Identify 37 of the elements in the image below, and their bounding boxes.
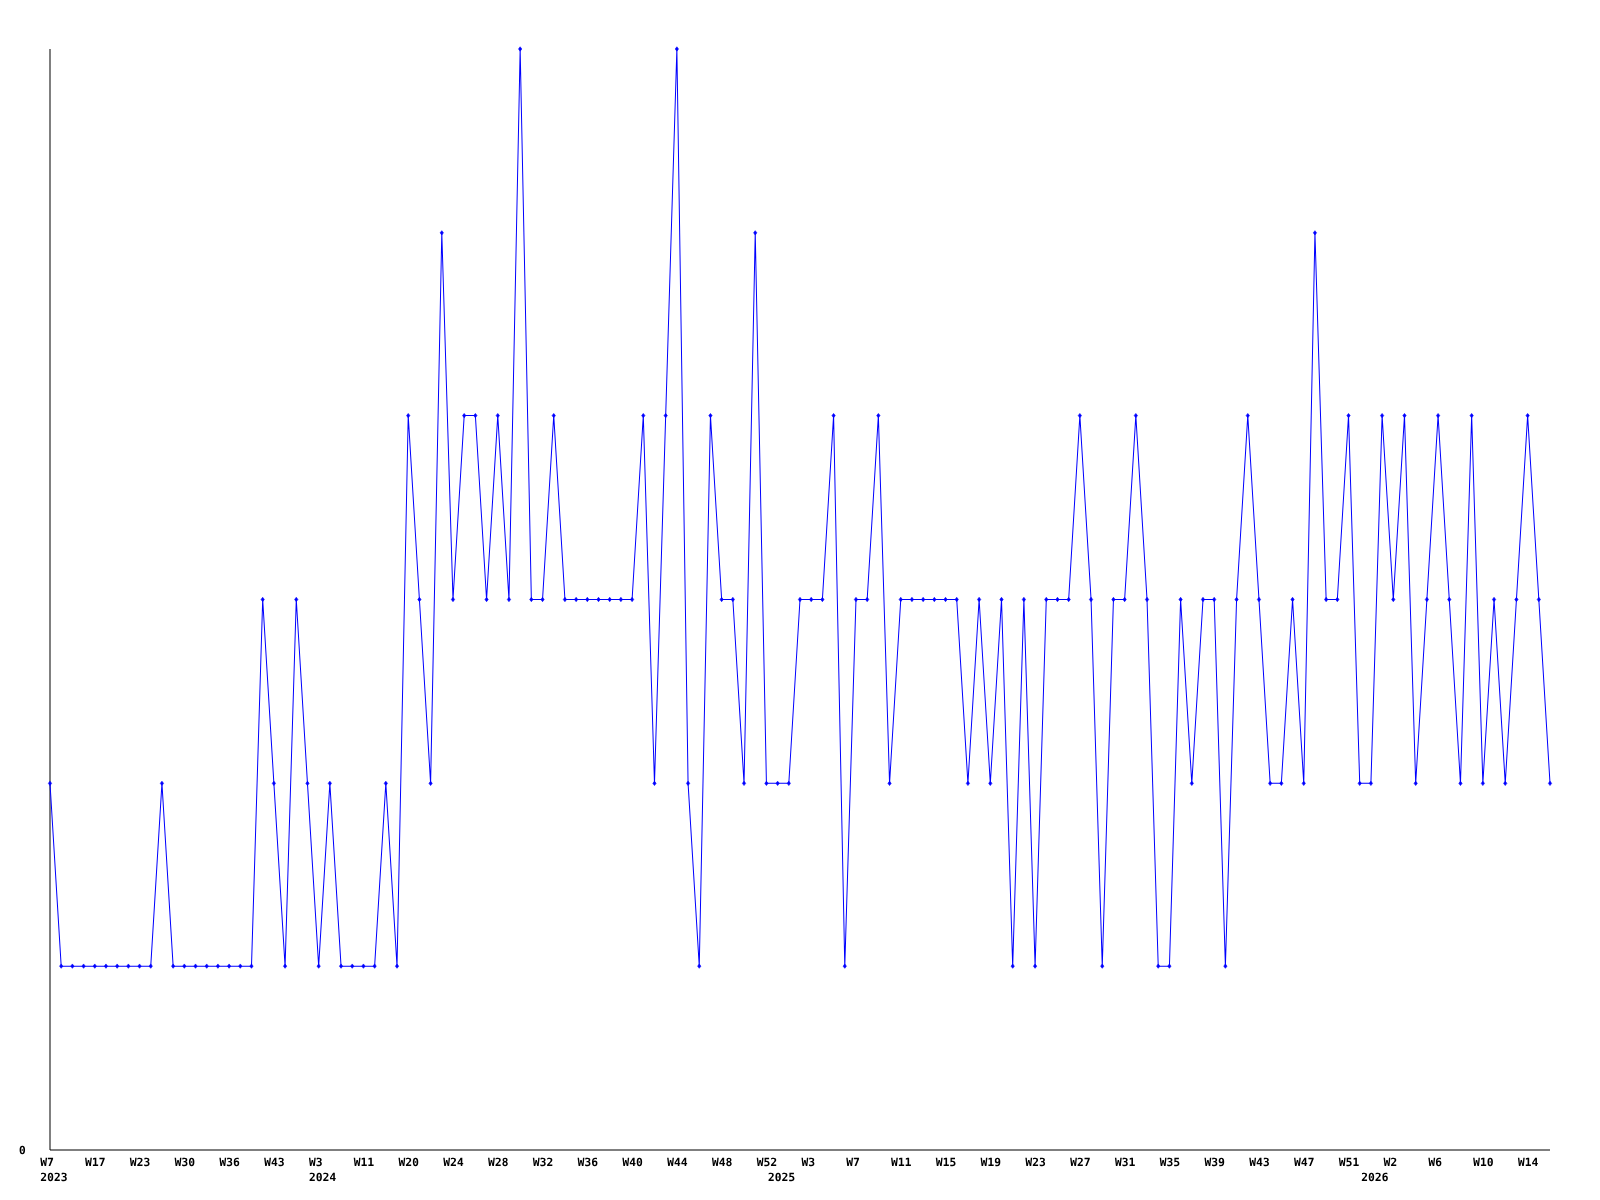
x-tick-label: W35: [1159, 1157, 1180, 1167]
x-tick-label: W24: [443, 1157, 464, 1167]
x-tick-label: W43: [264, 1157, 284, 1167]
x-tick-label: W31: [1114, 1157, 1135, 1167]
x-tick-label: W6: [1428, 1157, 1442, 1167]
x-tick-label: W43: [1249, 1157, 1269, 1167]
x-tick-label: W10: [1473, 1157, 1493, 1167]
x-tick-label: W7: [846, 1157, 860, 1167]
x-tick-label: W39: [1204, 1157, 1225, 1167]
x-tick-label: W17: [85, 1157, 105, 1167]
x-tick-label: W28: [488, 1157, 508, 1167]
x-tick-label: W51: [1338, 1157, 1359, 1167]
x-tick-label: W30: [174, 1157, 195, 1167]
x-tick-label: W36: [577, 1157, 598, 1167]
text: 0: [19, 1145, 26, 1155]
x-tick-label: W3: [801, 1157, 815, 1167]
x-tick-label: W27: [1070, 1157, 1090, 1167]
x-tick-label: W47: [1294, 1157, 1314, 1167]
x-tick-label: W15: [935, 1157, 956, 1167]
x-tick-label: W14: [1517, 1157, 1538, 1167]
x-tick-label: W20: [398, 1157, 419, 1167]
x-tick-label: W11: [353, 1157, 374, 1167]
x-tick-label: 2025: [768, 1172, 795, 1182]
x-tick-label: W52: [756, 1157, 777, 1167]
x-tick-label: W48: [711, 1157, 732, 1167]
x-tick-label: W19: [980, 1157, 1001, 1167]
x-tick-label: W32: [532, 1157, 553, 1167]
x-tick-label: W3 2024: [308, 1157, 336, 1182]
x-tick-label: W44: [667, 1157, 688, 1167]
x-tick-label: 2026: [1361, 1172, 1388, 1182]
x-tick-label: W2: [1383, 1157, 1397, 1167]
x-tick-label: W11: [891, 1157, 911, 1167]
x-tick-label: W40: [622, 1157, 643, 1167]
x-tick-label: W23: [1025, 1157, 1046, 1167]
x-tick-label: W36: [219, 1157, 240, 1167]
x-tick-label: W7 2023: [40, 1157, 67, 1182]
x-tick-label: W23: [129, 1157, 150, 1167]
